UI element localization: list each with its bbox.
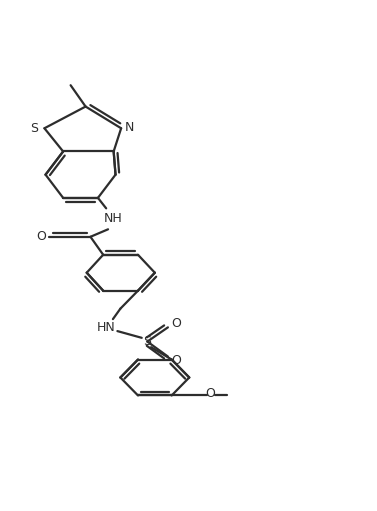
Text: NH: NH — [104, 213, 122, 225]
Text: O: O — [171, 354, 181, 367]
Text: O: O — [205, 387, 215, 401]
Text: N: N — [125, 121, 134, 134]
Text: O: O — [171, 317, 181, 330]
Text: HN: HN — [97, 321, 115, 334]
Text: S: S — [30, 122, 38, 135]
Text: S: S — [143, 335, 151, 348]
Text: O: O — [36, 230, 46, 243]
